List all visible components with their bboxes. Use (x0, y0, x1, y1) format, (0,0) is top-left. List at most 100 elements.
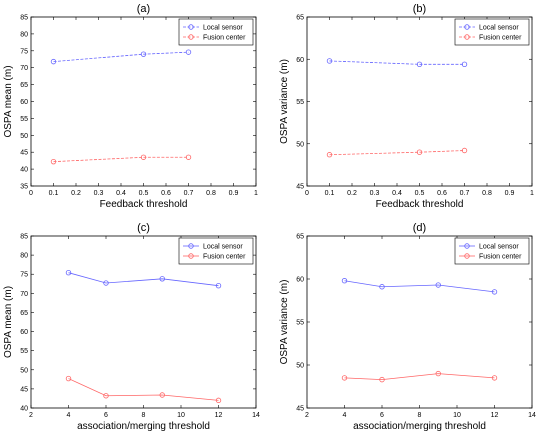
data-point (215, 397, 222, 404)
y-axis-label: OSPA mean (m) (3, 65, 14, 137)
y-tick-label: 55 (20, 348, 28, 355)
y-tick-label: 70 (20, 65, 28, 72)
y-tick-label: 65 (296, 15, 304, 22)
data-point (326, 58, 333, 64)
x-axis-label: association/merging threshold (77, 421, 210, 432)
y-tick-label: 50 (296, 141, 304, 148)
data-point (215, 282, 222, 289)
legend: Local sensor Fusion center (454, 237, 530, 265)
data-point (103, 280, 109, 286)
x-tick-label: 10 (453, 412, 461, 419)
x-tick-label: 0.7 (184, 190, 194, 197)
x-tick-label: 8 (142, 412, 146, 419)
series-line-1 (344, 373, 495, 381)
x-tick-label: 8 (418, 412, 422, 419)
data-point (416, 149, 423, 155)
chart-title: (a) (137, 3, 150, 15)
x-tick-label: 0 (29, 190, 33, 197)
y-tick-label: 75 (20, 48, 28, 55)
x-tick-label: 1 (530, 190, 534, 197)
x-axis-label: Feedback threshold (376, 199, 464, 210)
data-point (65, 269, 72, 276)
x-tick-label: 0.7 (460, 190, 470, 197)
x-tick-label: 0.9 (505, 190, 515, 197)
y-axis-label: OSPA mean (m) (3, 286, 14, 358)
legend-marker (188, 34, 194, 40)
chart-title: (c) (137, 222, 150, 234)
y-tick-label: 80 (20, 253, 28, 260)
y-tick-label: 40 (20, 406, 28, 413)
data-point (326, 152, 333, 158)
legend-marker (464, 34, 470, 40)
y-tick-label: 85 (20, 15, 28, 22)
x-tick-label: 0.6 (437, 190, 447, 197)
x-tick-label: 0.5 (139, 190, 149, 197)
data-point (416, 61, 423, 68)
y-tick-label: 65 (20, 310, 28, 317)
data-point (185, 49, 192, 55)
x-tick-label: 6 (104, 412, 108, 419)
x-tick-label: 1 (254, 190, 258, 197)
x-tick-label: 14 (252, 412, 260, 419)
data-point (140, 154, 147, 160)
data-point (435, 282, 441, 288)
data-point (159, 392, 165, 398)
legend-label: Local sensor (479, 244, 519, 251)
y-tick-label: 55 (296, 99, 304, 106)
x-tick-label: 0 (305, 190, 309, 197)
y-tick-label: 65 (296, 234, 304, 241)
data-point (185, 154, 192, 160)
data-point (379, 376, 385, 383)
legend-label: Local sensor (203, 244, 243, 251)
series-line-0 (53, 51, 189, 63)
legend-label: Fusion center (479, 254, 522, 261)
series-line-1 (329, 150, 465, 156)
y-axis-label: OSPA variance (m) (279, 59, 290, 144)
legend-marker (464, 243, 470, 249)
data-point (159, 276, 165, 282)
x-tick-label: 0.3 (370, 190, 380, 197)
x-tick-label: 0.1 (325, 190, 335, 197)
x-tick-label: 0.4 (392, 190, 402, 197)
legend-box (178, 18, 254, 46)
x-tick-label: 0.1 (49, 190, 59, 197)
data-point (341, 375, 348, 381)
legend-box (178, 237, 254, 265)
data-point (140, 51, 147, 57)
y-tick-label: 70 (20, 291, 28, 298)
legend-label: Fusion center (203, 35, 246, 42)
y-tick-label: 50 (20, 367, 28, 374)
series-line-1 (68, 378, 219, 401)
y-tick-label: 85 (20, 234, 28, 241)
y-tick-label: 65 (20, 82, 28, 89)
legend-box (454, 237, 530, 265)
chart-panel-2: 2 4 6 8 10 12 14 40 45 50 55 60 65 70 75 80 85 (c) associa… (3, 222, 260, 432)
legend-marker (188, 243, 194, 249)
y-tick-label: 60 (20, 329, 28, 336)
data-point (341, 278, 348, 284)
legend-label: Local sensor (203, 25, 243, 32)
series-line-0 (68, 272, 219, 287)
y-tick-label: 60 (296, 57, 304, 64)
x-tick-label: 0.2 (347, 190, 357, 197)
y-tick-label: 45 (20, 386, 28, 393)
data-point (491, 375, 498, 381)
plot-area (30, 235, 257, 409)
x-tick-label: 4 (343, 412, 347, 419)
y-tick-label: 60 (296, 277, 304, 284)
x-tick-label: 0.3 (94, 190, 104, 197)
y-tick-label: 45 (296, 406, 304, 413)
series-line-0 (329, 60, 465, 65)
data-point (50, 158, 57, 165)
y-tick-label: 40 (20, 167, 28, 174)
legend-marker (464, 24, 470, 30)
y-tick-label: 50 (20, 133, 28, 140)
data-point (50, 58, 57, 65)
chart-panel-1: 0 0.1 0.2 0.3 0.4 0.5 0.6 0.7 0.8 0.9 1 45 50 55 60 65 (… (279, 3, 534, 210)
y-tick-label: 45 (296, 184, 304, 191)
legend-marker (188, 24, 194, 30)
chart-panel-0: 0 0.1 0.2 0.3 0.4 0.5 0.6 0.7 0.8 0.9 1 35 40 45 50 55 6… (3, 3, 258, 210)
data-point (435, 370, 441, 377)
chart-panel-3: 2 4 6 8 10 12 14 45 50 55 60 65 (d) association/mergi… (279, 222, 536, 432)
x-tick-label: 0.9 (229, 190, 239, 197)
